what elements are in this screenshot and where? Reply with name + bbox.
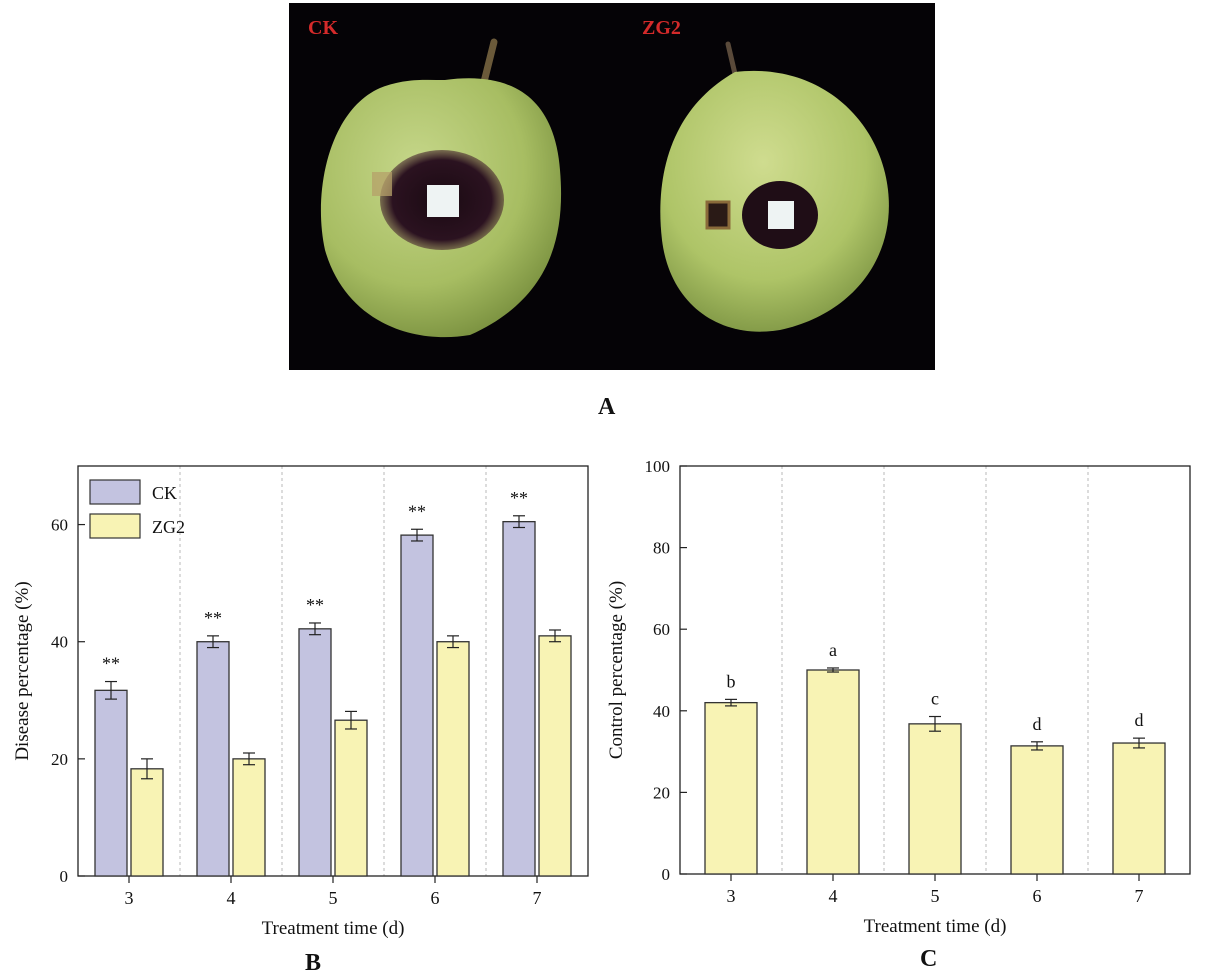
y-tick-label: 20: [51, 750, 68, 769]
ck-pear: [320, 38, 562, 338]
y-axis-label: Disease percentage (%): [12, 581, 33, 760]
bar: [436, 641, 470, 877]
chart-b: 0 20 40 60 3 ** 4 ** 5 ** 6 ** 7 ** Treatment time (d)…: [12, 465, 589, 939]
x-tick-label: 4: [227, 888, 236, 908]
zg2-wound: [768, 201, 794, 229]
y-tick-label: 20: [653, 783, 670, 802]
significance-label: d: [1135, 710, 1144, 730]
photo-label-zg2: ZG2: [642, 17, 681, 39]
y-tick-label: 40: [653, 702, 670, 721]
bar: [400, 534, 434, 877]
bar: [538, 635, 572, 877]
x-tick-label: 5: [931, 886, 940, 906]
bar: [334, 719, 368, 877]
bar: [298, 628, 332, 877]
x-tick-label: 3: [727, 886, 736, 906]
pear-photo: CK ZG2: [289, 3, 935, 370]
legend-label: ZG2: [152, 517, 185, 537]
y-tick-label: 0: [662, 865, 671, 884]
bar: [502, 520, 536, 877]
bar: [806, 669, 860, 875]
zg2-mark: [705, 200, 731, 230]
zg2-pear-stem: [725, 41, 738, 77]
x-tick-label: 7: [533, 888, 542, 908]
zg2-pear: [660, 41, 889, 332]
significance-label: **: [306, 595, 324, 615]
panel-label-c: C: [920, 946, 938, 972]
photo-label-ck: CK: [308, 17, 338, 39]
x-axis-label: Treatment time (d): [262, 918, 405, 939]
y-tick-label: 60: [51, 516, 68, 535]
y-tick-label: 60: [653, 620, 670, 639]
bar: [94, 689, 128, 877]
legend-swatch: [89, 513, 141, 539]
x-tick-label: 5: [329, 888, 338, 908]
x-tick-label: 6: [1033, 886, 1042, 906]
x-tick-label: 3: [125, 888, 134, 908]
significance-label: d: [1033, 714, 1042, 734]
legend-swatch: [89, 479, 141, 505]
bar: [1010, 745, 1064, 875]
chart-c: 0 20 40 60 80 100 3 b 4 a 5 c 6 d 7 d Treatment time (d)…: [606, 457, 1191, 937]
ck-mark: [372, 172, 392, 196]
y-tick-label: 40: [51, 633, 68, 652]
y-tick-label: 0: [60, 867, 69, 886]
x-tick-label: 7: [1135, 886, 1144, 906]
significance-label: b: [727, 671, 736, 691]
significance-label: a: [829, 640, 837, 660]
bar: [130, 768, 164, 877]
ck-wound: [427, 185, 459, 217]
x-tick-label: 4: [829, 886, 838, 906]
x-axis-label: Treatment time (d): [864, 916, 1007, 937]
bar: [232, 758, 266, 877]
bar: [1112, 742, 1166, 875]
bar: [704, 701, 758, 875]
y-axis-label: Control percentage (%): [606, 581, 627, 759]
legend-label: CK: [152, 483, 177, 503]
panel-label-a: A: [598, 394, 616, 420]
significance-label: **: [204, 608, 222, 628]
significance-label: **: [510, 488, 528, 508]
ck-pear-stem: [480, 38, 498, 86]
panel-label-b: B: [305, 950, 322, 976]
bar: [908, 723, 962, 875]
y-tick-label: 80: [653, 539, 670, 558]
bar: [196, 641, 230, 877]
significance-label: c: [931, 689, 939, 709]
y-tick-label: 100: [645, 457, 671, 476]
significance-label: **: [408, 501, 426, 521]
x-tick-label: 6: [431, 888, 440, 908]
significance-label: **: [102, 654, 120, 674]
